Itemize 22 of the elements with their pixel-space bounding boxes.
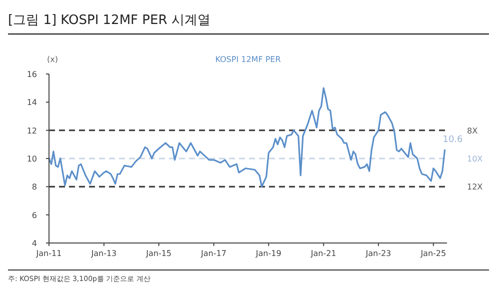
y-tick-label: 4 [32, 239, 37, 248]
y-tick-label: 14 [26, 98, 37, 108]
text: KOSPI 12MF PER [215, 55, 282, 64]
chart-title: [그림 1] KOSPI 12MF PER 시계열 [8, 13, 210, 28]
ref-line-label: 10X [467, 154, 484, 164]
ref-line-label: 12X [467, 182, 484, 192]
annotation: 10.6 [442, 135, 464, 146]
y-tick-label: 16 [26, 70, 37, 79]
x-tick-label: Jan-23 [364, 249, 392, 258]
y-tick-label: 10 [26, 154, 37, 164]
x-tick-label: Jan-13 [90, 249, 117, 258]
x-tick-label: Jan-21 [310, 249, 336, 258]
y-axis-title: (x) [47, 55, 58, 64]
x-tick-label: Jan-15 [145, 249, 172, 258]
ref-line-label: 8X [467, 126, 478, 136]
y-tick-label: 12 [26, 126, 37, 136]
y-tick-label: 6 [32, 210, 37, 220]
x-tick-label: Jan-11 [35, 249, 62, 258]
x-tick-label: Jan-17 [200, 249, 226, 258]
y-tick-label: 8 [32, 182, 37, 192]
x-tick-label: Jan-25 [420, 249, 446, 258]
x-tick-label: Jan-19 [254, 249, 282, 258]
